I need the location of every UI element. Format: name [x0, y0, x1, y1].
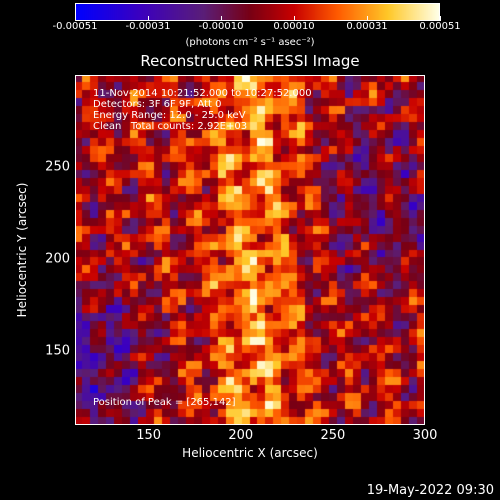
y-tick-label: 200 [45, 251, 70, 267]
x-tick-label: 250 [320, 428, 346, 443]
y-tick-label: 150 [45, 343, 70, 359]
colorbar-tick-label: 0.00051 [419, 21, 461, 32]
info-energy-range: Energy Range: 12.0 - 25.0 keV [93, 110, 246, 121]
y-axis-label: Heliocentric Y (arcsec) [15, 182, 29, 318]
colorbar-tick-label: -0.00010 [198, 21, 244, 32]
x-tick-label: 150 [136, 428, 162, 443]
x-tick-label: 200 [228, 428, 254, 443]
colorbar-tick-label: -0.00031 [125, 21, 171, 32]
x-axis-label: Heliocentric X (arcsec) [182, 446, 318, 460]
colorbar-tick-mark [440, 16, 441, 21]
peak-position-label: Position of Peak = [265,142] [93, 397, 236, 408]
colorbar-tick-label: 0.00031 [346, 21, 388, 32]
colorbar-tick-mark [221, 16, 222, 21]
colorbar-tick-mark [148, 16, 149, 21]
colorbar-tick-label: 0.00010 [273, 21, 315, 32]
colorbar-tick-mark [367, 16, 368, 21]
info-detectors: Detectors: 3F 6F 9F, Att 0 [93, 99, 222, 110]
info-total-counts: Clean Total counts: 2.92E+03 [93, 121, 248, 132]
timestamp-footer: 19-May-2022 09:30 [366, 483, 494, 498]
x-tick-label: 300 [412, 428, 438, 443]
y-tick-label: 250 [45, 159, 70, 175]
info-time-range: 11-Nov-2014 10:21:52.000 to 10:27:52.000 [93, 88, 312, 99]
colorbar-units: (photons cm⁻² s⁻¹ asec⁻²) [185, 37, 315, 48]
heatmap-image [75, 75, 425, 425]
colorbar-tick-mark [294, 16, 295, 21]
colorbar [75, 3, 440, 21]
colorbar-tick-mark [75, 16, 76, 21]
plot-frame [75, 75, 425, 425]
chart-title: Reconstructed RHESSI Image [140, 52, 360, 70]
colorbar-tick-label: -0.00051 [52, 21, 98, 32]
